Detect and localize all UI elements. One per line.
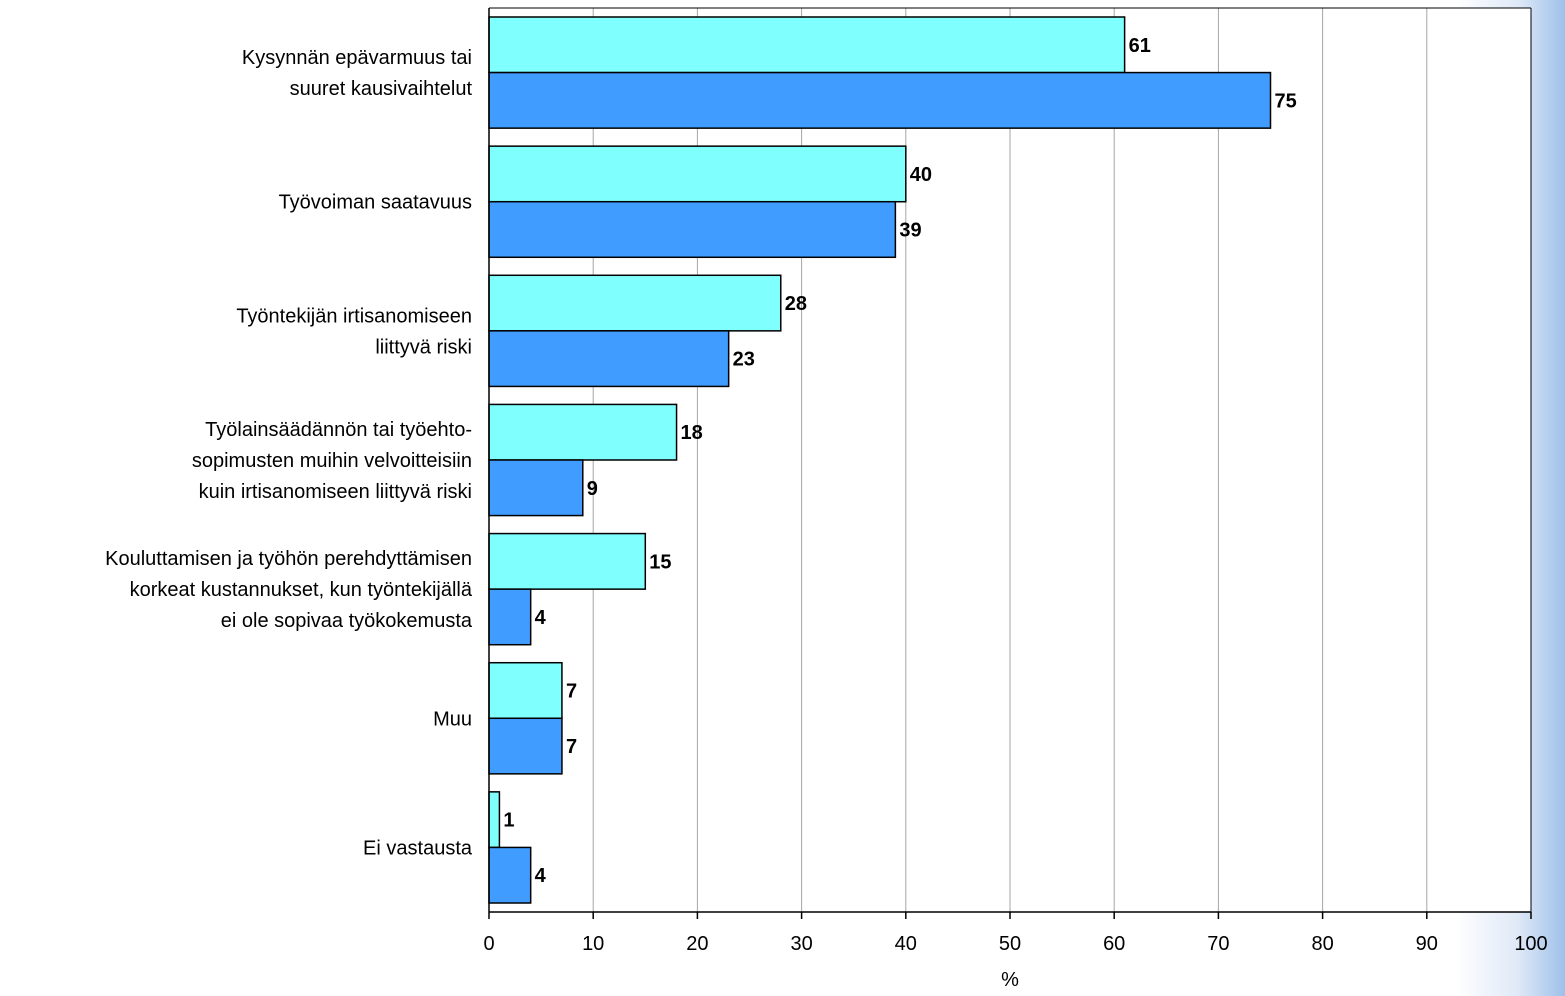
- x-tick-label: 100: [1514, 933, 1547, 955]
- data-label: 7: [566, 736, 577, 758]
- data-label: 28: [785, 293, 807, 315]
- bars: [488, 16, 1272, 904]
- x-tick-label: 20: [686, 933, 708, 955]
- data-label: 23: [733, 349, 755, 371]
- data-label: 40: [910, 164, 932, 186]
- bar: [488, 71, 1272, 129]
- x-tick-label: 80: [1311, 933, 1333, 955]
- x-axis-title: %: [1001, 969, 1019, 991]
- bar: [488, 403, 678, 461]
- category-label: Kouluttamisen ja työhön perehdyttämisen k…: [105, 548, 473, 632]
- bar: [488, 661, 563, 720]
- x-tick-label: 10: [582, 933, 604, 955]
- data-label: 18: [681, 422, 703, 444]
- data-label: 1: [503, 810, 514, 832]
- data-label: 9: [587, 478, 598, 500]
- x-tick-label: 0: [483, 933, 494, 955]
- category-label: Muu: [433, 708, 472, 730]
- x-tick-label: 70: [1207, 933, 1229, 955]
- labels: 0 10 20 30 40 50 60 70 80 90 100 61 75 Kysynnän epäva…: [105, 35, 1548, 955]
- data-label: 4: [535, 607, 547, 629]
- category-label: Työvoiman saatavuus: [279, 192, 472, 214]
- bar: [488, 717, 563, 775]
- bar: [488, 846, 532, 904]
- x-tick-label: 90: [1416, 933, 1438, 955]
- bar: [488, 16, 1126, 74]
- x-tick-label: 30: [790, 933, 812, 955]
- bar: [488, 330, 730, 388]
- bar: [488, 274, 782, 332]
- category-label: Kysynnän epävarmuus tai suuret kausivaiht…: [242, 47, 473, 100]
- data-label: 61: [1129, 35, 1151, 57]
- category-label: Työlainsäädännön tai työehto-sopimusten …: [192, 419, 472, 503]
- bar: [488, 588, 532, 646]
- data-label: 39: [899, 220, 921, 242]
- category-label: Ei vastausta: [363, 837, 473, 859]
- x-tick-label: 50: [999, 933, 1021, 955]
- bar: [488, 791, 501, 849]
- data-label: 15: [649, 551, 671, 573]
- data-label: 75: [1275, 90, 1297, 112]
- bar: [488, 200, 897, 259]
- x-tick-label: 60: [1103, 933, 1125, 955]
- bar: [488, 532, 647, 590]
- data-label: 4: [535, 865, 547, 887]
- bar: [488, 145, 907, 203]
- x-tick-label: 40: [895, 933, 917, 955]
- category-label: Työntekijän irtisanomiseen liittyvä riski: [236, 305, 472, 358]
- bar: [488, 459, 584, 517]
- data-label: 7: [566, 681, 577, 703]
- axes: [488, 7, 1532, 919]
